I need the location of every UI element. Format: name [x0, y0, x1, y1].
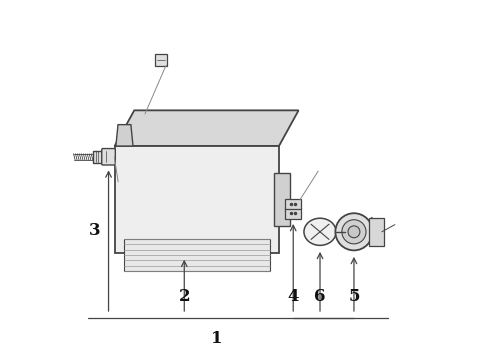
FancyBboxPatch shape — [155, 54, 167, 66]
Text: 4: 4 — [288, 288, 299, 305]
Polygon shape — [116, 125, 133, 146]
FancyBboxPatch shape — [285, 199, 301, 209]
Text: 2: 2 — [178, 288, 190, 305]
Text: 5: 5 — [348, 288, 360, 305]
FancyBboxPatch shape — [102, 149, 115, 165]
Text: 1: 1 — [211, 330, 222, 347]
Circle shape — [335, 213, 372, 250]
FancyBboxPatch shape — [93, 151, 102, 163]
Polygon shape — [123, 239, 270, 271]
Polygon shape — [115, 146, 279, 253]
Polygon shape — [115, 111, 298, 146]
Circle shape — [342, 220, 366, 244]
Circle shape — [348, 226, 360, 238]
FancyBboxPatch shape — [273, 173, 290, 226]
Text: 3: 3 — [88, 221, 100, 239]
FancyBboxPatch shape — [285, 208, 301, 219]
Ellipse shape — [304, 218, 336, 246]
Text: 6: 6 — [314, 288, 326, 305]
FancyBboxPatch shape — [368, 218, 384, 246]
